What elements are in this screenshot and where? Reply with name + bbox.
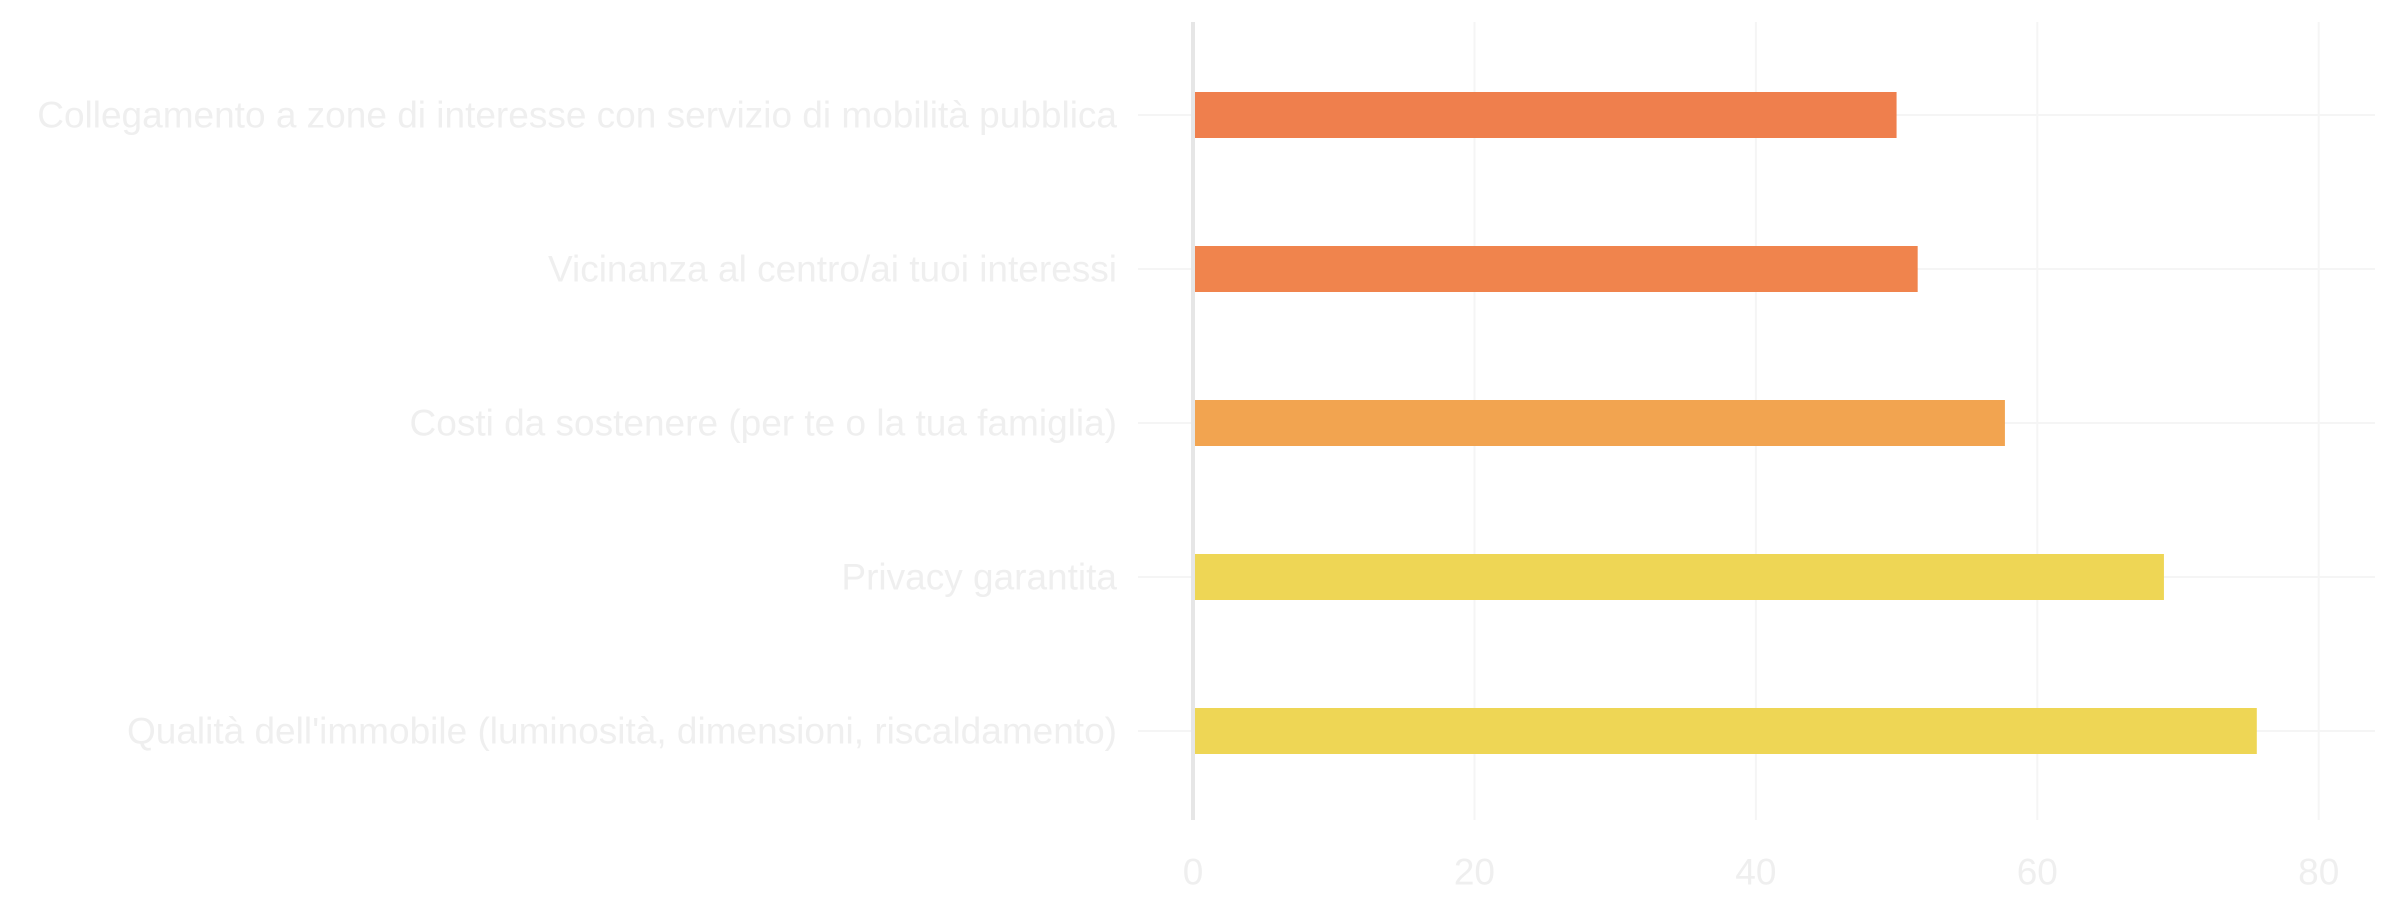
bar-3 xyxy=(1194,554,2164,600)
category-label-3: Privacy garantita xyxy=(841,557,1117,598)
bar-2 xyxy=(1194,400,2005,446)
category-label-4: Qualità dell'immobile (luminosità, dimen… xyxy=(127,711,1117,752)
category-label-0: Collegamento a zone di interesse con ser… xyxy=(37,95,1117,136)
bar-1 xyxy=(1194,246,1918,292)
bar-layer xyxy=(1194,92,2257,754)
x-tick-label-20: 20 xyxy=(1454,852,1495,893)
bar-0 xyxy=(1194,92,1897,138)
x-tick-label-40: 40 xyxy=(1735,852,1776,893)
label-layer: Collegamento a zone di interesse con ser… xyxy=(37,95,2339,893)
x-tick-label-80: 80 xyxy=(2298,852,2339,893)
category-label-1: Vicinanza al centro/ai tuoi interessi xyxy=(548,249,1117,290)
category-label-2: Costi da sostenere (per te o la tua fami… xyxy=(410,403,1117,444)
x-tick-label-60: 60 xyxy=(2017,852,2058,893)
bar-4 xyxy=(1194,708,2257,754)
x-tick-label-0: 0 xyxy=(1183,852,1204,893)
